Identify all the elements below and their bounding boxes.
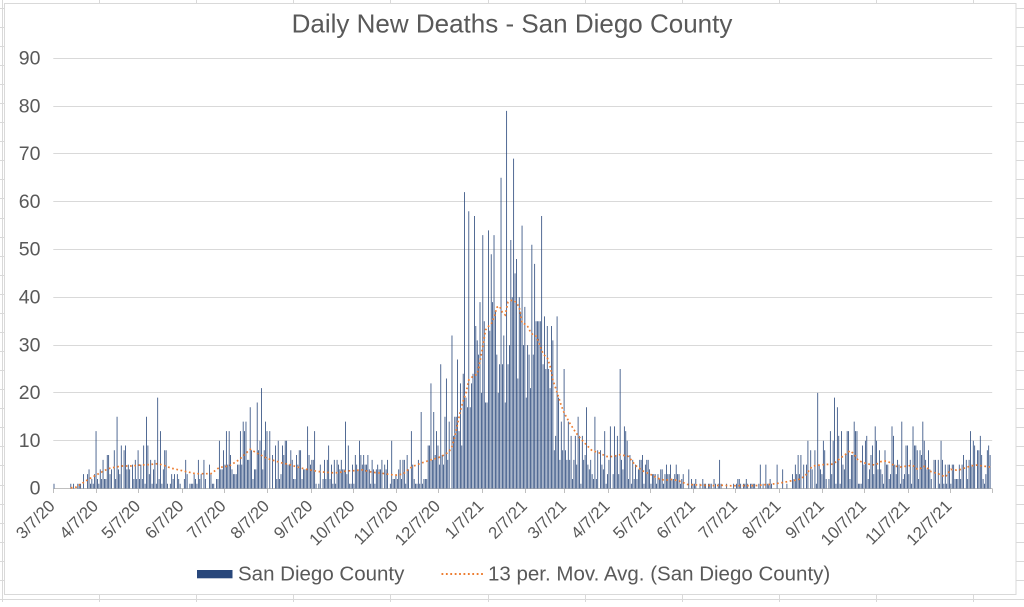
svg-text:60: 60: [19, 191, 41, 213]
svg-text:90: 90: [19, 48, 41, 70]
svg-text:San Diego County: San Diego County: [238, 563, 405, 586]
svg-text:30: 30: [19, 334, 41, 356]
svg-text:70: 70: [19, 143, 41, 165]
svg-text:13 per. Mov. Avg. (San Diego C: 13 per. Mov. Avg. (San Diego County): [488, 563, 830, 586]
svg-text:40: 40: [19, 287, 41, 309]
svg-text:Daily New Deaths - San Diego C: Daily New Deaths - San Diego County: [292, 9, 733, 39]
svg-text:0: 0: [30, 478, 41, 500]
svg-text:10: 10: [19, 430, 41, 452]
svg-text:80: 80: [19, 95, 41, 117]
svg-text:50: 50: [19, 239, 41, 261]
svg-text:20: 20: [19, 382, 41, 404]
